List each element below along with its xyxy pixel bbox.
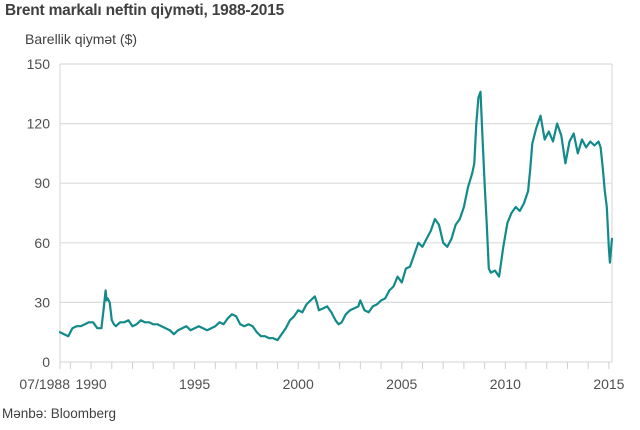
x-tick-label: 2015	[593, 376, 624, 392]
y-tick-label: 120	[27, 116, 51, 132]
y-tick-label: 60	[34, 235, 50, 251]
y-tick-label: 0	[42, 354, 50, 370]
gridlines	[59, 63, 613, 363]
x-tick-label: 2000	[283, 376, 314, 392]
chart-title: Brent markalı neftin qiyməti, 1988-2015	[5, 2, 285, 19]
x-tick-label: 2005	[386, 376, 417, 392]
y-tick-label: 30	[34, 294, 50, 310]
y-tick-label: 150	[27, 56, 51, 72]
y-tick-label: 90	[34, 175, 50, 191]
x-tick-label: 07/1988	[19, 376, 70, 392]
x-tick-label: 1995	[179, 376, 210, 392]
series-lines	[58, 90, 614, 342]
x-tick-label: 1990	[75, 376, 106, 392]
x-axis-ticks: 07/1988 1990 1995 2000 2005 2010 2015	[19, 362, 625, 392]
source-note: Mənbə: Bloomberg	[2, 406, 117, 421]
series-line-brent	[58, 90, 614, 342]
y-axis-label: Barellik qiymət ($)	[25, 31, 138, 47]
x-tick-label: 2010	[490, 376, 521, 392]
y-axis-ticks: 0 30 60 90 120 150	[27, 56, 51, 370]
